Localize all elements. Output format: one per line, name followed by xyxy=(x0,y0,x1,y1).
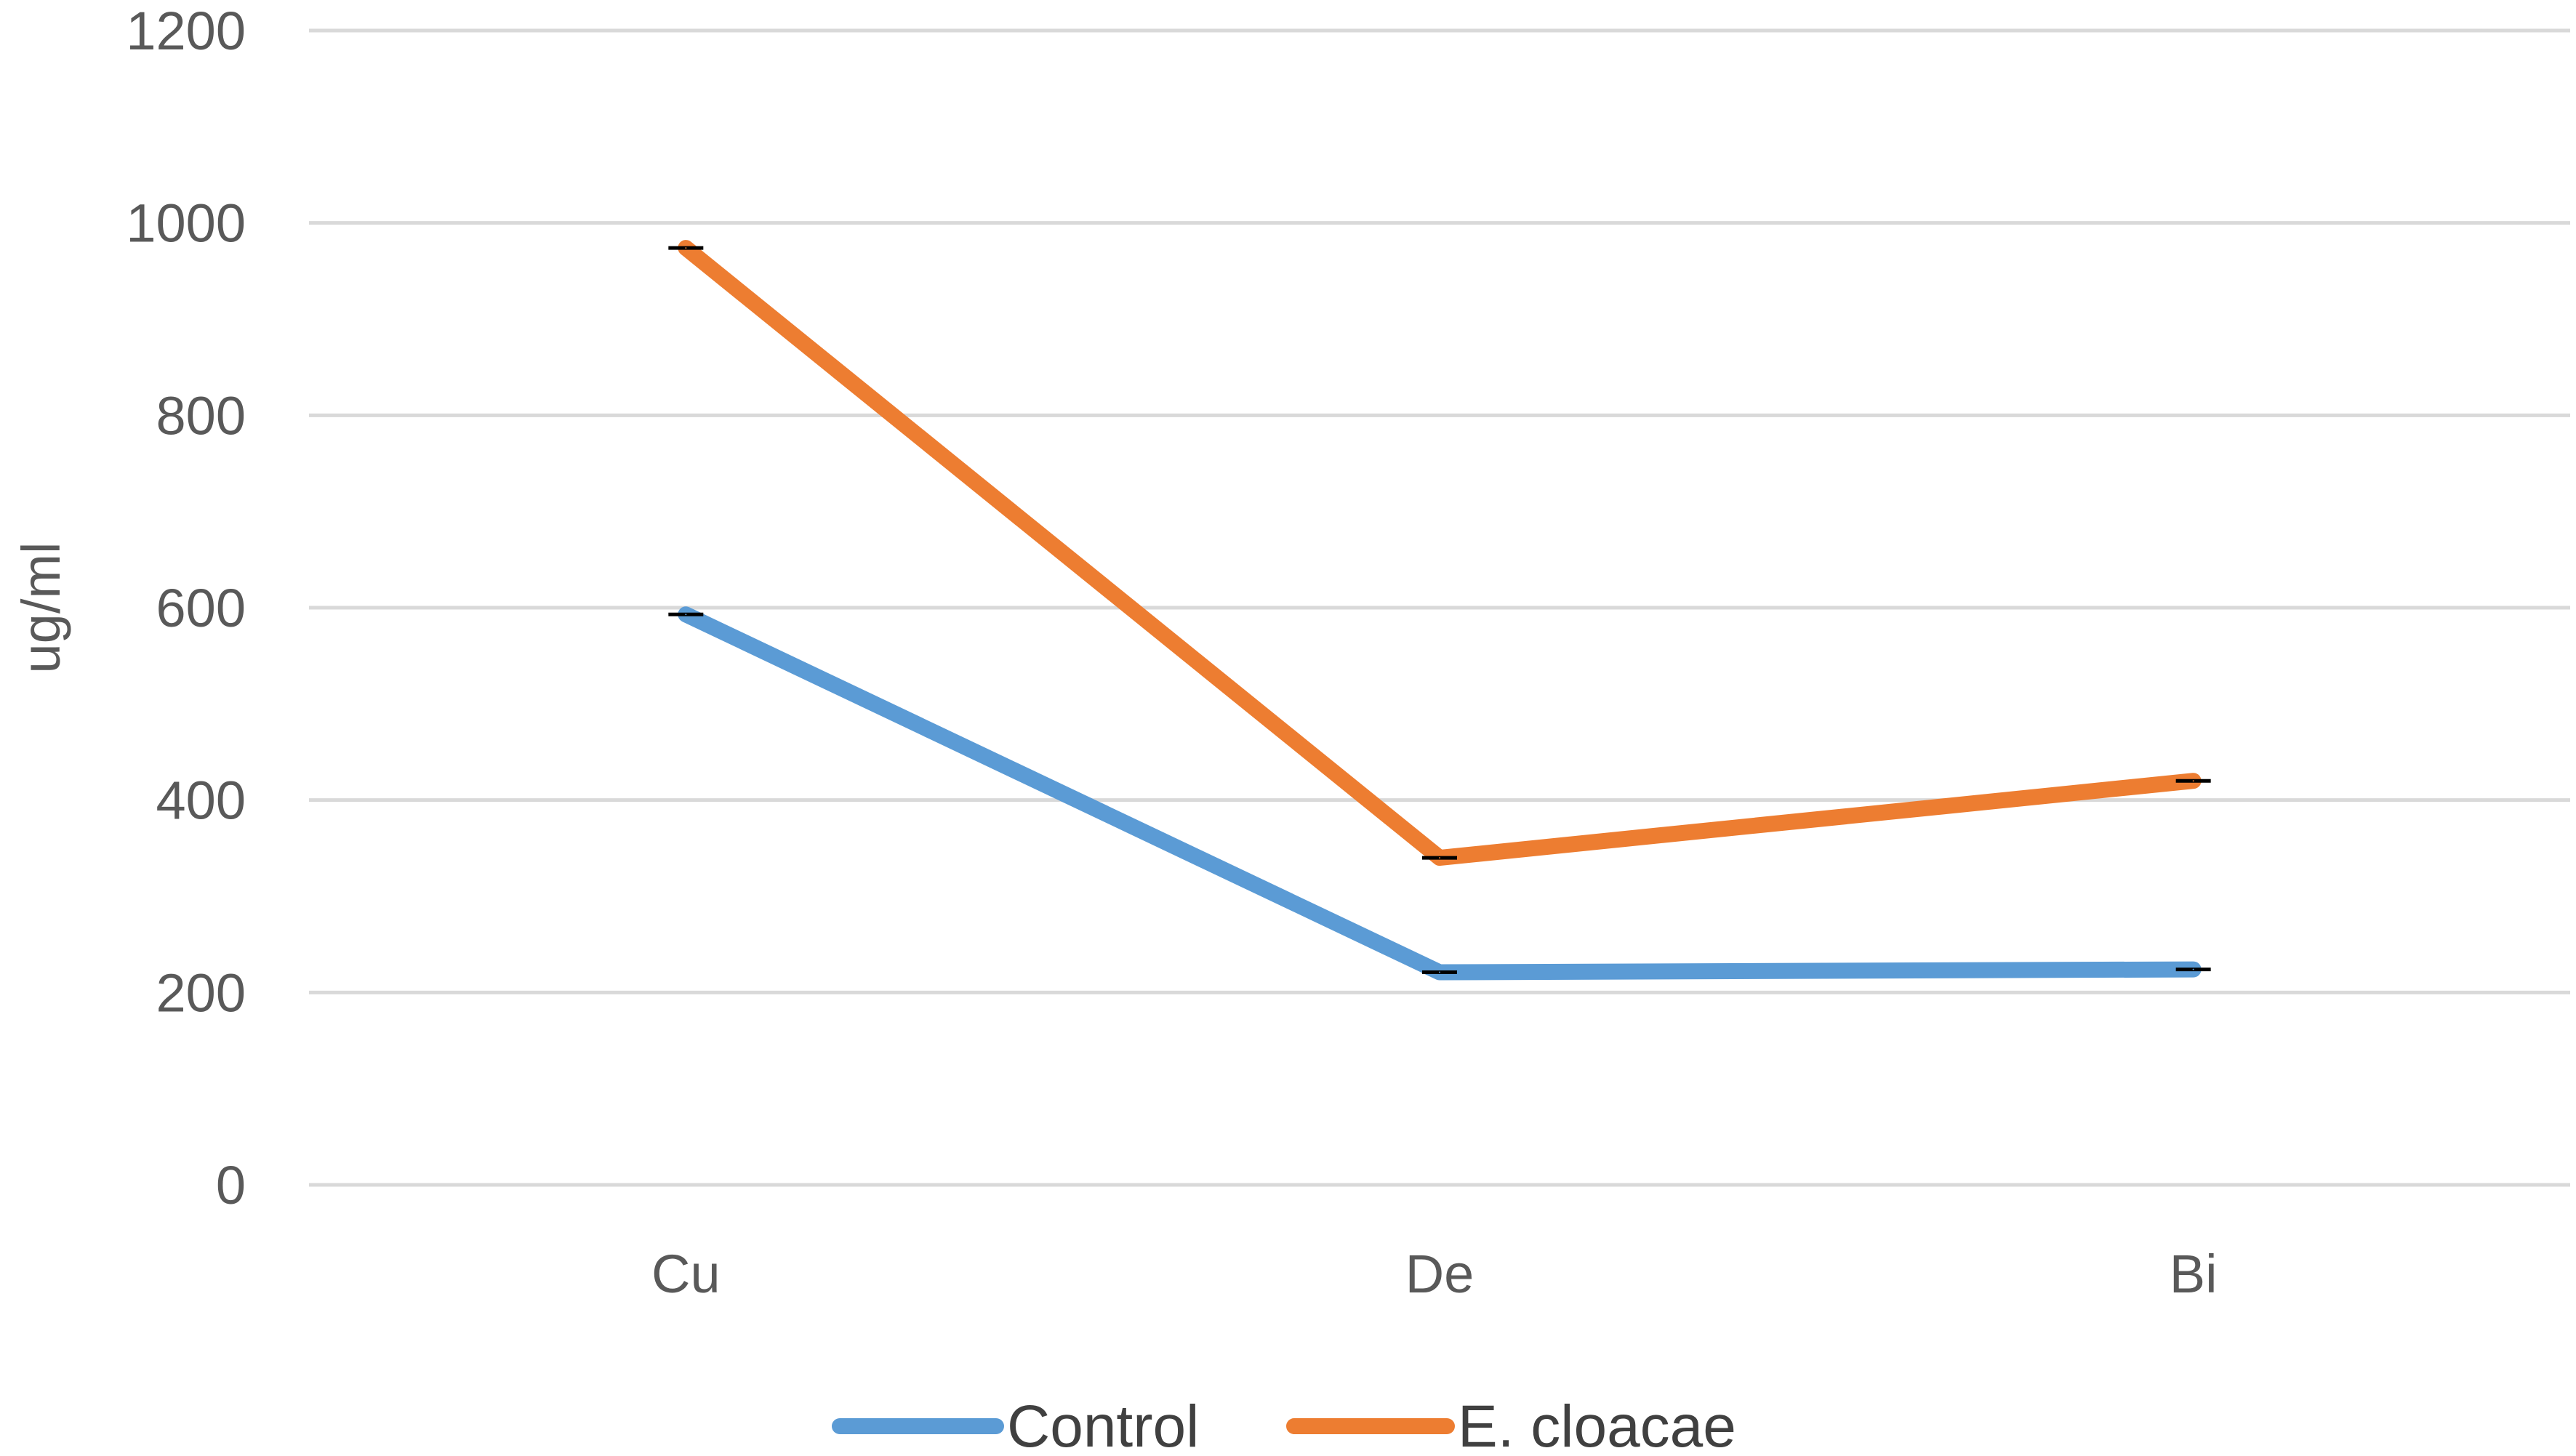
y-tick-label: 0 xyxy=(216,1155,246,1215)
y-tick-label: 600 xyxy=(156,578,246,638)
series-lines xyxy=(668,240,2211,981)
y-tick-label: 200 xyxy=(156,962,246,1023)
y-tick-label: 800 xyxy=(156,385,246,446)
y-tick-label: 1200 xyxy=(126,1,246,61)
data-point xyxy=(685,247,687,249)
data-point xyxy=(2192,968,2194,970)
gridlines xyxy=(309,28,2570,1187)
legend-label: E. cloacae xyxy=(1458,1393,1736,1456)
series-control xyxy=(668,606,2211,981)
legend-item: Control xyxy=(832,1393,1199,1456)
y-axis-title: ug/ml xyxy=(11,542,71,674)
data-point xyxy=(1439,857,1440,859)
legend-item: E. cloacae xyxy=(1286,1393,1736,1456)
legend-label: Control xyxy=(1007,1393,1199,1456)
data-point xyxy=(2192,780,2194,782)
y-tick-label: 1000 xyxy=(126,193,246,254)
series-line xyxy=(678,240,2202,866)
y-tick-label: 400 xyxy=(156,771,246,831)
data-point xyxy=(1439,971,1440,973)
x-axis-tick-labels: Cu De Bi xyxy=(651,1244,2218,1304)
x-tick-label: Cu xyxy=(651,1244,721,1304)
x-tick-label: De xyxy=(1405,1244,1474,1304)
x-tick-label: Bi xyxy=(2170,1244,2218,1304)
series-line xyxy=(678,606,2202,981)
data-point xyxy=(685,614,687,616)
series-e-cloacae xyxy=(668,240,2211,866)
legend: Control E. cloacae xyxy=(832,1393,1736,1456)
y-axis-tick-labels: 0 200 400 600 800 1000 1200 xyxy=(126,1,246,1215)
